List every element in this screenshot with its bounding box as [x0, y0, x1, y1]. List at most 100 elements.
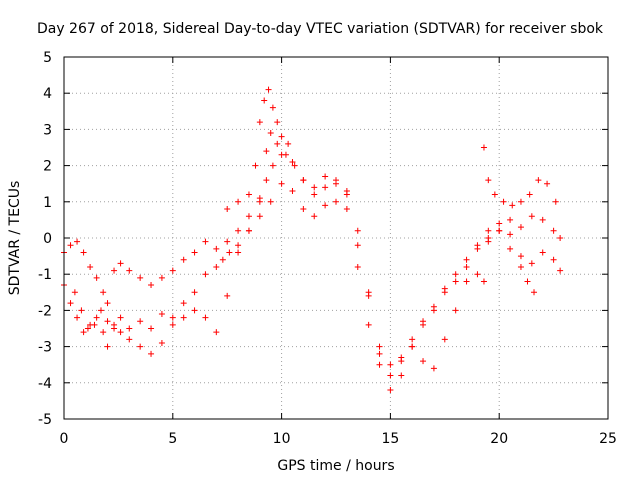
data-point: [67, 300, 74, 307]
series-track-c: [71, 180, 564, 379]
data-point: [263, 148, 270, 155]
data-point: [376, 361, 383, 368]
data-point: [557, 235, 564, 241]
data-point: [80, 329, 87, 336]
data-point: [93, 314, 100, 321]
data-point: [180, 256, 187, 263]
data-point: [463, 256, 470, 263]
data-point: [117, 329, 124, 336]
data-point: [507, 245, 514, 252]
data-point: [539, 216, 546, 223]
data-point: [409, 336, 416, 343]
data-point: [252, 162, 259, 169]
data-point: [111, 267, 118, 274]
data-point: [333, 198, 339, 205]
data-point: [269, 162, 276, 169]
data-point: [180, 314, 187, 321]
data-point: [235, 242, 242, 249]
data-point: [333, 177, 339, 184]
series-track-e: [480, 144, 559, 209]
data-point: [80, 249, 87, 256]
data-point: [256, 119, 263, 126]
data-point: [300, 206, 307, 213]
data-point: [269, 104, 276, 111]
data-point: [387, 361, 394, 368]
data-point: [100, 289, 107, 296]
data-point: [507, 216, 514, 223]
data-point: [202, 238, 209, 245]
data-point: [311, 191, 318, 198]
y-tick-label: -3: [38, 340, 52, 356]
x-tick-label: 20: [490, 431, 508, 447]
data-point: [224, 206, 231, 213]
series-track-b: [61, 151, 564, 394]
data-point: [235, 249, 242, 256]
data-point: [104, 318, 111, 325]
data-point: [322, 184, 329, 191]
data-point: [148, 282, 155, 289]
data-point: [441, 336, 448, 343]
data-point: [539, 249, 546, 256]
data-point: [245, 227, 252, 234]
data-point: [311, 184, 318, 191]
data-point: [169, 267, 176, 274]
data-point: [354, 242, 361, 249]
data-points: [61, 86, 564, 394]
data-point: [148, 350, 155, 357]
data-point: [474, 271, 481, 278]
data-point: [256, 213, 263, 220]
data-point: [78, 307, 85, 314]
data-point: [535, 177, 542, 184]
data-point: [245, 213, 252, 220]
data-point: [213, 263, 220, 270]
data-point: [398, 358, 405, 365]
data-point: [452, 271, 459, 278]
data-point: [226, 249, 233, 256]
data-point: [524, 278, 531, 285]
data-point: [354, 263, 361, 270]
data-point: [104, 343, 111, 350]
data-point: [517, 253, 524, 260]
data-point: [463, 278, 470, 285]
data-point: [278, 133, 285, 140]
data-point: [289, 187, 296, 194]
data-point: [552, 198, 559, 205]
data-point: [480, 144, 487, 151]
y-tick-label: 0: [43, 231, 52, 247]
data-point: [365, 321, 372, 328]
data-point: [191, 249, 198, 256]
data-point: [430, 365, 437, 372]
data-point: [148, 325, 155, 332]
y-tick-label: -1: [38, 267, 52, 283]
data-point: [126, 325, 133, 332]
data-point: [267, 198, 274, 205]
data-point: [452, 307, 459, 314]
data-point: [117, 260, 124, 267]
data-point: [441, 285, 448, 292]
data-point: [91, 321, 98, 328]
data-point: [509, 202, 516, 209]
data-point: [87, 263, 94, 270]
data-point: [235, 198, 242, 205]
data-point: [354, 227, 361, 234]
data-point: [213, 329, 220, 336]
data-point: [261, 97, 268, 104]
data-point: [219, 256, 226, 263]
data-point: [84, 325, 91, 332]
data-point: [202, 314, 209, 321]
data-point: [224, 238, 231, 245]
data-point: [376, 343, 383, 350]
data-point: [463, 263, 470, 270]
data-point: [93, 274, 100, 281]
data-point: [169, 321, 176, 328]
data-point: [104, 300, 111, 307]
data-point: [507, 231, 514, 238]
data-point: [202, 271, 209, 278]
data-point: [256, 198, 263, 205]
data-point: [398, 372, 405, 379]
data-point: [409, 343, 416, 350]
x-tick-label: 10: [273, 431, 291, 447]
data-point: [158, 311, 165, 318]
data-point: [191, 307, 198, 314]
data-point: [452, 278, 459, 285]
